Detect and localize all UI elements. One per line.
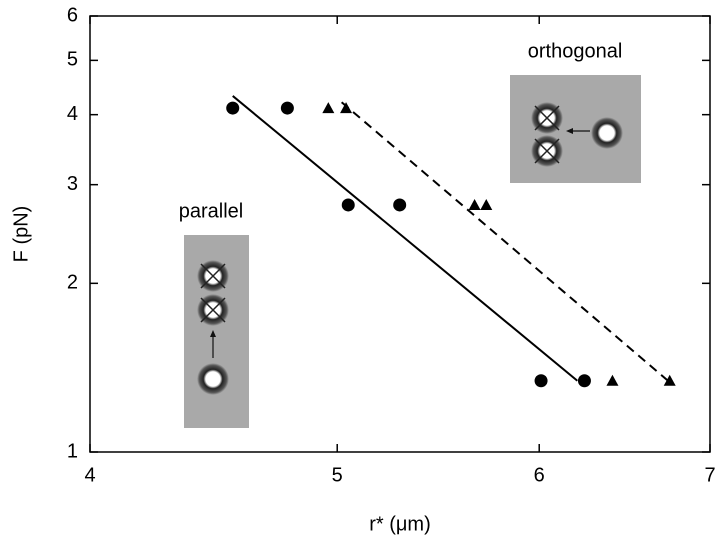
x-tick-label: 6 xyxy=(534,464,545,486)
fit-line xyxy=(232,95,578,382)
annotation: orthogonal xyxy=(528,40,623,62)
triangle-marker xyxy=(480,198,493,210)
y-tick-label: 2 xyxy=(67,272,78,294)
triangle-marker xyxy=(468,198,481,210)
y-tick-label: 6 xyxy=(67,4,78,26)
annotation: parallel xyxy=(179,200,243,222)
inset-parallel xyxy=(184,235,249,428)
y-tick-label: 3 xyxy=(67,173,78,195)
x-axis-label: r* (μm) xyxy=(369,513,431,535)
triangle-marker xyxy=(663,374,676,386)
inset-orthogonal xyxy=(510,75,641,183)
y-tick-label: 5 xyxy=(67,49,78,71)
x-tick-label: 4 xyxy=(84,464,95,486)
circle-marker xyxy=(341,198,355,212)
y-axis-label: F (pN) xyxy=(10,206,32,263)
triangle-marker xyxy=(606,374,619,386)
x-tick-label: 7 xyxy=(704,464,715,486)
circle-marker xyxy=(577,374,591,388)
circle-marker xyxy=(534,374,548,388)
circle-marker xyxy=(280,101,294,115)
triangle-marker xyxy=(340,102,353,114)
x-tick-label: 5 xyxy=(332,464,343,486)
circle-marker xyxy=(226,101,240,115)
y-tick-label: 4 xyxy=(67,103,78,125)
y-tick-label: 1 xyxy=(67,440,78,462)
fit-line xyxy=(340,101,669,382)
circle-marker xyxy=(393,198,407,212)
triangle-marker xyxy=(322,102,335,114)
plot-frame xyxy=(89,15,711,453)
